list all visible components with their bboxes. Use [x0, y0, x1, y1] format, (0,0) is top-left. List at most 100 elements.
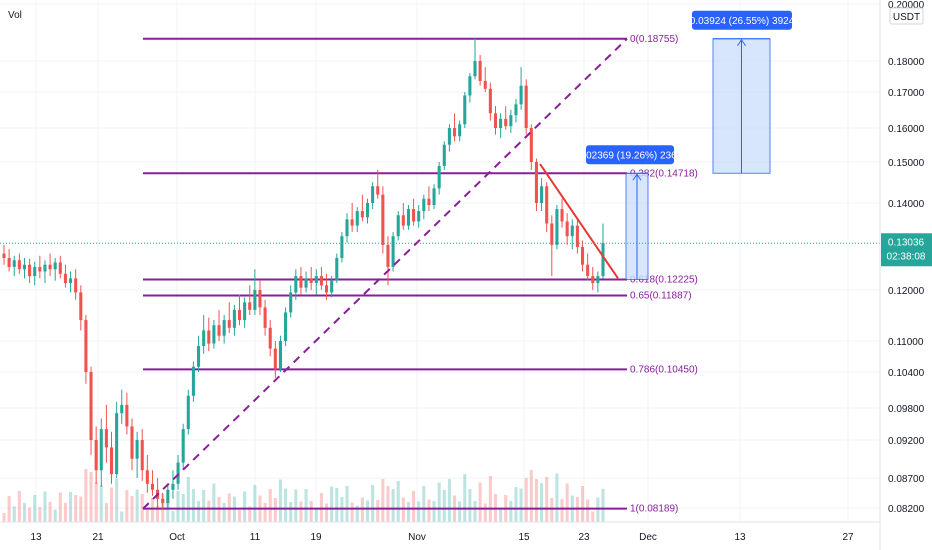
candle-body[interactable]: [519, 85, 523, 105]
candle-body[interactable]: [33, 266, 37, 277]
candle-body[interactable]: [74, 278, 78, 293]
candle-body[interactable]: [545, 186, 549, 224]
candle-body[interactable]: [191, 366, 195, 396]
candle-body[interactable]: [84, 320, 88, 372]
candle-body[interactable]: [345, 219, 349, 237]
candle-body[interactable]: [376, 186, 380, 195]
candle-body[interactable]: [243, 302, 247, 321]
candle-body[interactable]: [340, 236, 344, 259]
candle-body[interactable]: [432, 188, 436, 206]
candle-body[interactable]: [43, 264, 47, 272]
candle-body[interactable]: [422, 198, 426, 212]
candle-body[interactable]: [58, 262, 62, 274]
candle-body[interactable]: [125, 404, 129, 427]
candle-body[interactable]: [350, 219, 354, 226]
candle-body[interactable]: [570, 225, 574, 237]
candle-body[interactable]: [427, 198, 431, 206]
candle-body[interactable]: [109, 447, 114, 475]
candle-body[interactable]: [534, 162, 538, 203]
candle-body[interactable]: [355, 211, 359, 226]
candle-body[interactable]: [69, 278, 73, 283]
candle-body[interactable]: [529, 128, 533, 162]
candle-body[interactable]: [237, 309, 242, 321]
candle-body[interactable]: [7, 258, 11, 267]
candle-body[interactable]: [202, 330, 206, 347]
candle-body[interactable]: [176, 462, 180, 484]
candle-body[interactable]: [289, 292, 293, 313]
candle-body[interactable]: [120, 404, 124, 414]
candle-body[interactable]: [540, 186, 544, 203]
candle-body[interactable]: [304, 278, 308, 288]
candle-body[interactable]: [130, 426, 134, 459]
candle-body[interactable]: [145, 470, 149, 484]
candle-body[interactable]: [335, 258, 339, 281]
candle-body[interactable]: [463, 95, 467, 125]
candle-body[interactable]: [381, 194, 385, 245]
candle-body[interactable]: [591, 276, 595, 283]
candle-body[interactable]: [406, 209, 410, 226]
candle-body[interactable]: [386, 244, 390, 267]
currency-badge[interactable]: [889, 7, 924, 25]
candle-body[interactable]: [140, 440, 144, 471]
candle-body[interactable]: [217, 325, 221, 336]
candle-layer[interactable]: [2, 37, 605, 510]
candle-body[interactable]: [181, 429, 185, 463]
candle-body[interactable]: [458, 124, 462, 137]
candle-body[interactable]: [499, 118, 503, 128]
candle-body[interactable]: [365, 203, 370, 218]
candle-body[interactable]: [437, 165, 441, 189]
candle-body[interactable]: [509, 115, 513, 127]
candle-body[interactable]: [22, 264, 27, 270]
candle-body[interactable]: [550, 223, 554, 245]
candle-body[interactable]: [263, 307, 267, 328]
candle-body[interactable]: [396, 215, 400, 237]
drawing-layer[interactable]: 0.02369 (19.26%) 2369 0.03924 (26.55%) 39…: [0, 10, 880, 510]
candle-body[interactable]: [268, 327, 272, 349]
candle-body[interactable]: [309, 278, 313, 283]
candle-body[interactable]: [325, 285, 329, 293]
candle-body[interactable]: [586, 264, 590, 277]
candle-body[interactable]: [135, 440, 139, 459]
candle-body[interactable]: [468, 76, 472, 96]
candle-body[interactable]: [580, 247, 585, 265]
candle-body[interactable]: [207, 330, 211, 344]
candle-body[interactable]: [555, 209, 559, 245]
candle-body[interactable]: [79, 292, 83, 321]
candle-body[interactable]: [2, 253, 6, 259]
resistance-trendline[interactable]: [539, 163, 619, 279]
candle-body[interactable]: [227, 320, 231, 328]
candle-body[interactable]: [417, 211, 421, 222]
candle-body[interactable]: [278, 341, 282, 370]
candle-body[interactable]: [319, 276, 323, 286]
candle-body[interactable]: [452, 128, 457, 137]
candle-body[interactable]: [504, 118, 508, 127]
candle-body[interactable]: [473, 61, 477, 77]
fib-trend-line[interactable]: [142, 38, 628, 510]
candle-body[interactable]: [161, 498, 165, 504]
candle-body[interactable]: [299, 276, 303, 288]
candle-body[interactable]: [115, 413, 119, 475]
candle-body[interactable]: [330, 280, 334, 293]
candle-body[interactable]: [166, 489, 170, 504]
candle-body[interactable]: [104, 429, 108, 448]
candle-body[interactable]: [565, 221, 569, 237]
candle-body[interactable]: [171, 483, 175, 490]
candle-body[interactable]: [94, 440, 98, 471]
candle-body[interactable]: [197, 346, 201, 367]
candle-body[interactable]: [258, 290, 262, 308]
candle-body[interactable]: [38, 266, 42, 272]
candle-body[interactable]: [560, 209, 564, 222]
candle-body[interactable]: [273, 348, 277, 370]
candle-body[interactable]: [401, 215, 405, 226]
candle-body[interactable]: [17, 260, 21, 270]
candle-body[interactable]: [28, 264, 32, 277]
candle-body[interactable]: [601, 243, 605, 277]
candle-body[interactable]: [63, 273, 67, 283]
candle-body[interactable]: [248, 302, 252, 310]
candle-body[interactable]: [212, 325, 216, 344]
candle-body[interactable]: [391, 236, 395, 267]
candle-body[interactable]: [294, 276, 298, 293]
candle-body[interactable]: [232, 309, 236, 328]
candle-body[interactable]: [314, 276, 318, 283]
